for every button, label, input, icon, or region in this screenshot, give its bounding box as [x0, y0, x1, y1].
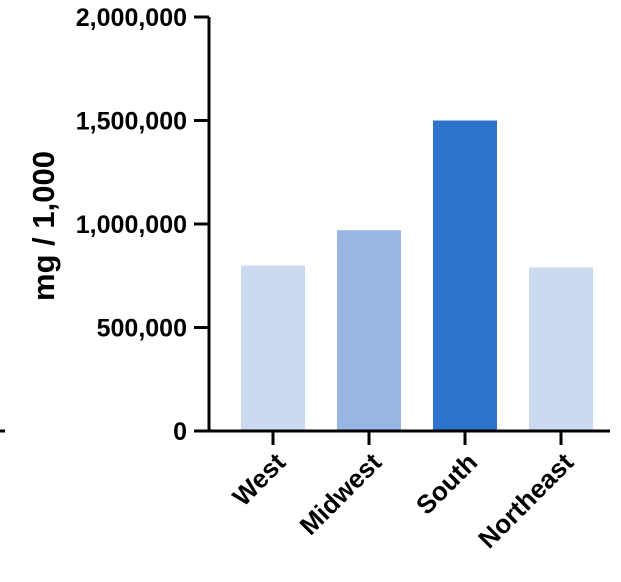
y-tick-label-2: 1,000,000 [76, 211, 187, 239]
y-tick-label-1: 500,000 [97, 315, 187, 343]
y-axis-label: mg / 1,000 [26, 151, 61, 301]
bar-northeast [529, 267, 593, 431]
bar-south [433, 120, 497, 431]
y-tick-label-4: 2,000,000 [76, 4, 187, 32]
bar-midwest [337, 230, 401, 431]
y-tick-label-0: 0 [173, 418, 187, 446]
x-tick-label-northeast: Northeast [472, 447, 579, 554]
x-tick-label-south: South [410, 447, 483, 520]
plot-area: 0 500,000 1,000,000 1,500,000 2,000,000 West M… [0, 4, 610, 554]
x-tick-label-midwest: Midwest [293, 447, 387, 541]
y-tick-label-3: 1,500,000 [76, 108, 187, 136]
x-tick-label-west: West [226, 447, 291, 512]
bar-west [241, 265, 305, 431]
